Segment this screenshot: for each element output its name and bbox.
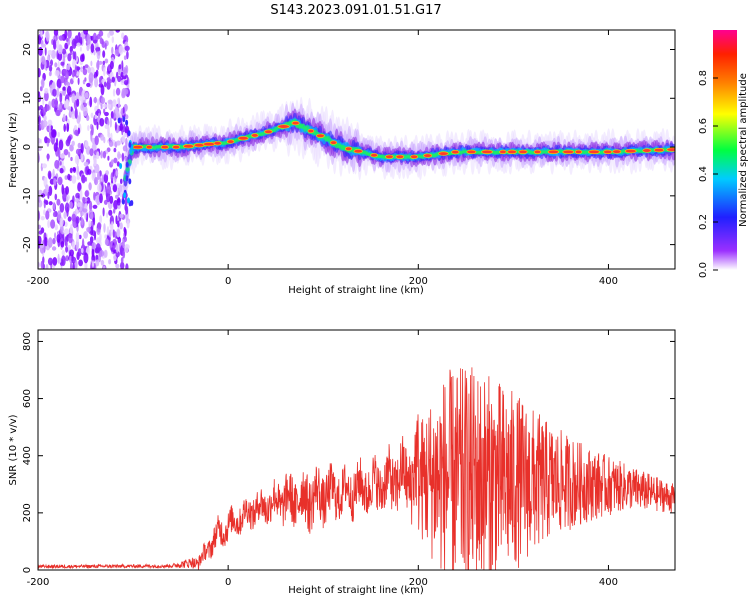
spectrogram-frame xyxy=(37,29,676,270)
colorbar-ticks: 0.0 0.2 0.4 0.6 0.8 xyxy=(698,70,718,278)
colorbar-tick-label: 0.4 xyxy=(698,166,709,182)
snr-panel: -200 0 200 400 0 200 400 600 800 Height of strai… xyxy=(8,329,676,596)
chart-title: S143.2023.091.01.51.G17 xyxy=(270,3,441,18)
snr-y-tick-label: 0 xyxy=(22,567,33,573)
snr-y-tick-label: 400 xyxy=(22,446,33,465)
snr-x-tick-label: 200 xyxy=(409,577,428,588)
colorbar-tick-label: 0.2 xyxy=(698,214,709,230)
snr-frame xyxy=(37,329,676,571)
spectrogram-x-tick-label: 0 xyxy=(225,276,231,287)
colorbar-gradient xyxy=(713,30,737,270)
snr-axes: -200 0 200 400 0 200 400 600 800 xyxy=(22,330,675,588)
snr-x-tick-label: 0 xyxy=(225,577,231,588)
spectrogram-x-tick-label: 400 xyxy=(599,276,618,287)
spectrogram-x-tick-label: -200 xyxy=(27,276,50,287)
spectrogram-x-axis-label: Height of straight line (km) xyxy=(288,285,424,296)
snr-y-tick-label: 800 xyxy=(22,332,33,351)
snr-x-tick-label: 400 xyxy=(599,577,618,588)
colorbar-tick-label: 0.6 xyxy=(698,118,709,134)
colorbar-tick-label: 0.0 xyxy=(698,262,709,278)
spectrogram-x-tick-label: 200 xyxy=(409,276,428,287)
spectrogram-axes: -200 0 200 400 -20 -10 0 10 20 xyxy=(22,30,675,287)
spectrogram-y-tick-label: 20 xyxy=(22,43,33,56)
snr-series-line xyxy=(38,367,675,570)
spectrogram-y-tick-label: -20 xyxy=(22,236,33,252)
snr-x-axis-label: Height of straight line (km) xyxy=(288,585,424,596)
spectrogram-y-tick-label: -10 xyxy=(22,188,33,204)
spectrogram-y-axis-label: Frequency (Hz) xyxy=(8,112,19,188)
colorbar: 0.0 0.2 0.4 0.6 0.8 Normalized spectral ampl… xyxy=(698,30,749,278)
snr-y-tick-label: 200 xyxy=(22,503,33,522)
snr-x-tick-label: -200 xyxy=(27,577,50,588)
spectrogram-panel: -200 0 200 400 -20 -10 0 10 20 Height of straigh… xyxy=(8,29,676,296)
spectrogram-y-tick-label: 10 xyxy=(22,92,33,105)
spectrogram-y-tick-label: 0 xyxy=(22,144,33,150)
spectrogram-heatmap xyxy=(38,30,675,269)
snr-y-tick-label: 600 xyxy=(22,389,33,408)
colorbar-tick-label: 0.8 xyxy=(698,70,709,86)
colorbar-label: Normalized spectral amplitude xyxy=(738,73,749,227)
snr-y-axis-label: SNR (10 * v/v) xyxy=(8,414,19,485)
